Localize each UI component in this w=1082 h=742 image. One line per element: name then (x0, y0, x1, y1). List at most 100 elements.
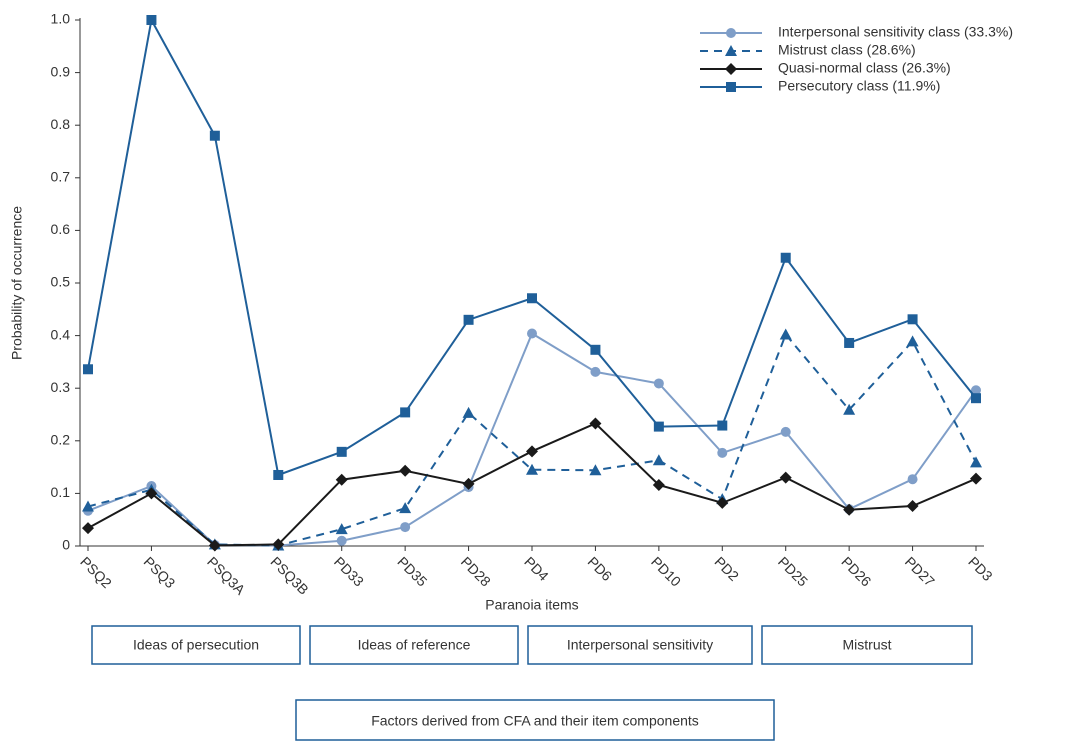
y-tick-label: 0.1 (51, 484, 71, 500)
marker (906, 500, 919, 513)
group-box (309, 625, 519, 665)
group-label: Ideas of persecution (133, 637, 259, 653)
marker (527, 328, 537, 339)
marker (527, 293, 537, 304)
group-label: Mistrust (843, 637, 892, 653)
x-tick-label: PD2 (712, 553, 743, 584)
marker (273, 469, 284, 480)
y-tick-label: 0.4 (51, 326, 71, 342)
marker (82, 500, 94, 512)
y-tick-label: 0.6 (51, 221, 71, 237)
caption-box (295, 699, 775, 741)
marker (145, 487, 158, 500)
marker (653, 378, 664, 389)
marker (717, 420, 728, 431)
group-label: Interpersonal sensitivity (567, 637, 713, 653)
marker (843, 403, 856, 415)
marker (83, 364, 93, 375)
y-tick-label: 0.8 (51, 116, 71, 132)
x-tick-label: PD26 (838, 553, 874, 589)
marker (589, 464, 602, 476)
marker (589, 417, 602, 430)
group-box (527, 625, 753, 665)
marker (726, 28, 736, 38)
marker (652, 454, 665, 466)
marker (462, 477, 475, 490)
marker (716, 496, 729, 509)
x-tick-label: PSQ3A (204, 553, 249, 598)
marker (335, 473, 348, 486)
marker (82, 522, 94, 535)
series-line (87, 422, 977, 547)
marker (208, 539, 221, 552)
marker (463, 314, 474, 325)
group-box (761, 625, 973, 665)
marker (780, 426, 791, 437)
series-line (87, 332, 977, 547)
legend-label: Quasi-normal class (26.3%) (778, 60, 951, 76)
marker (779, 328, 792, 340)
marker (209, 130, 220, 141)
group-box (91, 625, 301, 665)
marker (843, 503, 856, 516)
series-line (87, 332, 977, 547)
marker (462, 406, 475, 418)
marker (399, 464, 412, 477)
x-axis-label: Paranoia items (485, 597, 578, 613)
marker (526, 463, 538, 475)
x-tick-label: PSQ3 (141, 553, 179, 591)
marker (653, 421, 664, 432)
group-label: Ideas of reference (358, 637, 471, 653)
y-tick-label: 1.0 (51, 11, 71, 27)
x-tick-label: PD25 (775, 553, 811, 589)
x-tick-label: PD27 (902, 553, 938, 589)
y-tick-label: 0.7 (51, 169, 71, 185)
y-tick-label: 0.3 (51, 379, 71, 395)
y-tick-label: 0.5 (51, 274, 71, 290)
marker (400, 407, 411, 418)
marker (844, 337, 855, 348)
marker (526, 445, 538, 458)
y-axis-label: Probability of occurrence (9, 206, 25, 360)
marker (336, 446, 347, 457)
marker (335, 523, 348, 535)
x-tick-label: PD6 (585, 553, 616, 584)
marker (725, 63, 737, 75)
x-tick-label: PSQ2 (77, 553, 115, 591)
y-tick-label: 0.9 (51, 63, 71, 79)
legend-label: Persecutory class (11.9%) (778, 78, 940, 94)
caption: Factors derived from CFA and their item … (371, 713, 699, 729)
marker (652, 478, 665, 491)
y-tick-label: 0.2 (51, 432, 71, 448)
marker (971, 393, 981, 404)
marker (726, 82, 736, 92)
marker (400, 522, 411, 533)
marker (971, 385, 981, 396)
x-tick-label: PD3 (965, 553, 996, 584)
x-tick-label: PD10 (648, 553, 684, 589)
marker (146, 15, 157, 25)
marker (272, 538, 285, 551)
x-tick-label: PD33 (331, 553, 367, 589)
marker (779, 471, 792, 484)
marker (336, 535, 347, 546)
legend-label: Interpersonal sensitivity class (33.3%) (778, 24, 1013, 40)
marker (907, 314, 918, 325)
marker (590, 344, 601, 355)
x-tick-label: PSQ3B (268, 553, 312, 597)
legend-label: Mistrust class (28.6%) (778, 42, 916, 58)
marker (907, 474, 918, 485)
marker (717, 447, 728, 458)
marker (906, 335, 919, 347)
marker (725, 45, 737, 56)
marker (970, 472, 982, 485)
x-tick-label: PD35 (394, 553, 430, 589)
marker (590, 366, 601, 377)
y-tick-label: 0 (62, 537, 70, 553)
marker (970, 456, 982, 468)
marker (399, 502, 412, 514)
marker (780, 252, 791, 263)
x-tick-label: PD28 (458, 553, 494, 589)
x-tick-label: PD4 (521, 553, 552, 584)
